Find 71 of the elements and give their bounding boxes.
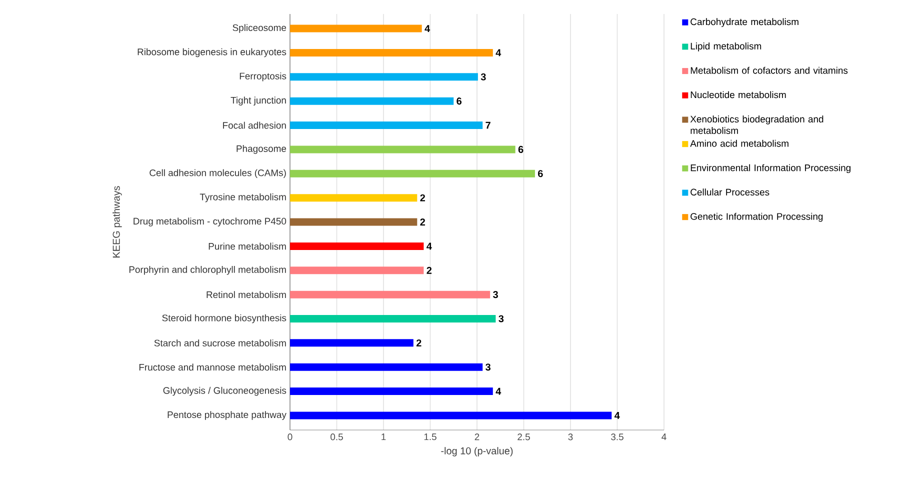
bar [290,363,483,371]
annotation: 6 [456,98,462,105]
annotation: 4 [614,412,620,419]
y-axis-title: KEEG pathways [112,186,122,258]
legend-label: Genetic Information Processing [690,212,823,222]
annotation: 3 [498,315,504,322]
y-tick-label: Fructose and mannose metabolism [139,364,286,371]
y-tick-label: Starch and sucrose metabolism [154,339,286,346]
x-tick-label: 3 [568,434,573,440]
bar [290,388,493,396]
bar [290,122,483,130]
legend-label: Nucleotide metabolism [690,91,786,98]
bar [290,73,478,81]
y-tick-label: Purine metabolism [208,242,286,250]
legend-label: Carbohydrate metabolism [690,18,798,28]
legend-label: Lipid metabolism [690,42,762,52]
bar [290,218,418,226]
bar [290,97,454,105]
annotation: 4 [426,242,432,250]
bar [290,146,516,154]
y-tick-label: Steroid hormone biosynthesis [162,314,286,324]
annotation: 4 [424,25,430,32]
x-tick-label: 4 [662,434,666,440]
y-tick-label: Glycolysis / Gluconeogenesis [163,386,286,396]
y-tick-label: Phagosome [236,145,286,154]
bar [290,48,493,56]
x-axis-title: -log 10 (p-value) [441,447,513,456]
annotation: 4 [496,388,502,395]
x-tick-label: 0 [288,434,292,440]
bar [290,170,535,178]
bar [290,290,490,298]
annotation: 3 [480,73,486,80]
annotation: 4 [496,49,502,56]
annotation: 3 [493,291,498,298]
annotation: 2 [420,194,425,202]
x-tick-label: 3.5 [611,434,624,440]
annotation: 7 [486,122,490,129]
y-tick-label: Ribosome biogenesis in eukaryotes [138,48,286,58]
y-tick-label: Tight junction [230,96,286,106]
legend-label: Environmental Information Processing [690,164,850,174]
annotation: 2 [416,339,422,346]
y-tick-label: Cell adhesion molecules (CAMs) [150,169,286,178]
legend-label: Amino acid metabolism [690,140,788,147]
y-tick-label: Drug metabolism - cytochrome P450 [134,218,286,226]
bar [290,266,424,274]
bar [290,242,424,250]
annotation: 6 [518,146,524,153]
annotation: 2 [420,218,425,226]
bar [290,194,418,202]
x-tick-label: 2 [474,434,480,440]
annotation: 2 [426,266,432,274]
x-tick-label: 1 [382,434,386,440]
bar [290,314,496,322]
x-tick-label: 2.5 [518,434,530,440]
y-tick-label: Spliceosome [232,24,286,33]
bar [290,24,422,32]
y-tick-label: Tyrosine metabolism [200,193,286,202]
legend-label: Metabolism of cofactors and vitamins [690,66,848,74]
x-tick-label: 0.5 [330,434,343,440]
legend-label: Xenobiotics biodegradation and metabolism [690,116,824,134]
y-tick-label: Porphyrin and chlorophyll metabolism [129,266,286,275]
legend-label: Cellular Processes [690,188,770,196]
y-tick-label: Pentose phosphate pathway [168,411,286,420]
bar [290,412,612,420]
y-tick-label: Ferroptosis [240,72,286,82]
annotation: 3 [486,364,490,371]
y-tick-label: Retinol metabolism [206,291,286,298]
y-tick-label: Focal adhesion [223,122,286,129]
x-tick-label: 1.5 [424,434,436,440]
annotation: 6 [538,170,543,178]
bar [290,339,414,347]
